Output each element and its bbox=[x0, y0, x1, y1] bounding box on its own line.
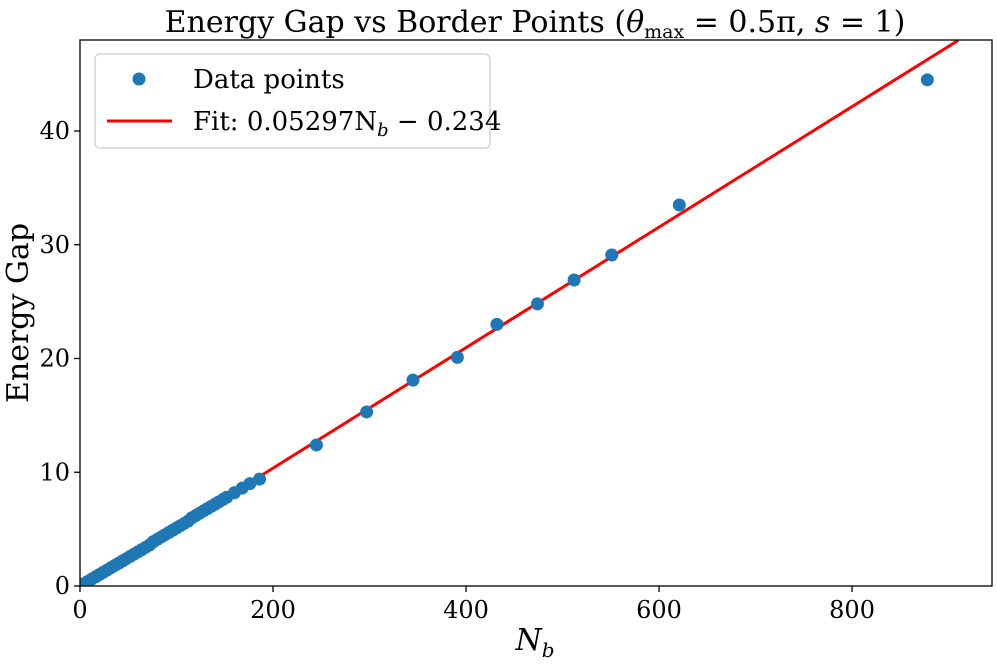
data-point bbox=[243, 477, 257, 491]
legend-marker-data-points bbox=[132, 72, 146, 86]
data-point bbox=[605, 248, 619, 262]
data-point bbox=[530, 297, 544, 311]
chart-title-theta-sub: max bbox=[644, 21, 684, 43]
x-tick-label: 800 bbox=[829, 596, 875, 624]
x-axis-label-main: N bbox=[514, 623, 543, 658]
legend-fit-suffix: − 0.234 bbox=[389, 107, 502, 137]
y-tick-label: 0 bbox=[55, 572, 70, 600]
y-tick-label: 20 bbox=[39, 345, 70, 373]
data-point bbox=[920, 73, 934, 87]
x-tick-label: 0 bbox=[72, 596, 87, 624]
legend-box bbox=[94, 53, 491, 149]
data-point bbox=[309, 438, 323, 452]
data-point bbox=[406, 373, 420, 387]
x-tick-label: 400 bbox=[443, 596, 489, 624]
legend-label-fit: Fit: 0.05297Nb − 0.234 bbox=[193, 107, 501, 141]
chart-title: Energy Gap vs Border Points (θmax = 0.5π… bbox=[165, 5, 906, 43]
data-points-layer bbox=[80, 73, 934, 586]
y-tick-label: 40 bbox=[39, 117, 70, 145]
plot-frame bbox=[79, 39, 993, 587]
data-point bbox=[567, 273, 581, 287]
legend-label-data-points: Data points bbox=[193, 65, 345, 95]
legend-fit-main: Fit: 0.05297N bbox=[193, 107, 377, 137]
chart-title-rest: = 0.5π, bbox=[684, 5, 815, 40]
x-tick-label: 600 bbox=[636, 596, 682, 624]
x-axis-label: Nb bbox=[514, 623, 554, 662]
data-point bbox=[490, 317, 504, 331]
y-tick-label: 30 bbox=[39, 231, 70, 259]
data-point bbox=[360, 405, 374, 419]
legend-fit-sub: b bbox=[377, 120, 389, 141]
x-tick-label: 200 bbox=[250, 596, 296, 624]
chart-title-theta: θ bbox=[626, 5, 644, 40]
y-axis-ticks: 0 10 20 30 40 bbox=[39, 117, 80, 600]
legend: Data points Fit: 0.05297Nb − 0.234 bbox=[94, 53, 501, 149]
data-point bbox=[672, 198, 686, 212]
chart-title-prefix: Energy Gap vs Border Points ( bbox=[165, 5, 626, 40]
chart-title-suffix: = 1) bbox=[830, 5, 905, 40]
x-axis-label-sub: b bbox=[542, 638, 555, 662]
chart-title-s: s bbox=[815, 5, 830, 40]
data-point bbox=[450, 350, 464, 364]
y-tick-label: 10 bbox=[39, 458, 70, 486]
y-axis-label: Energy Gap bbox=[1, 223, 36, 403]
data-point bbox=[253, 472, 267, 486]
x-axis-ticks: 0 200 400 600 800 bbox=[72, 586, 875, 624]
